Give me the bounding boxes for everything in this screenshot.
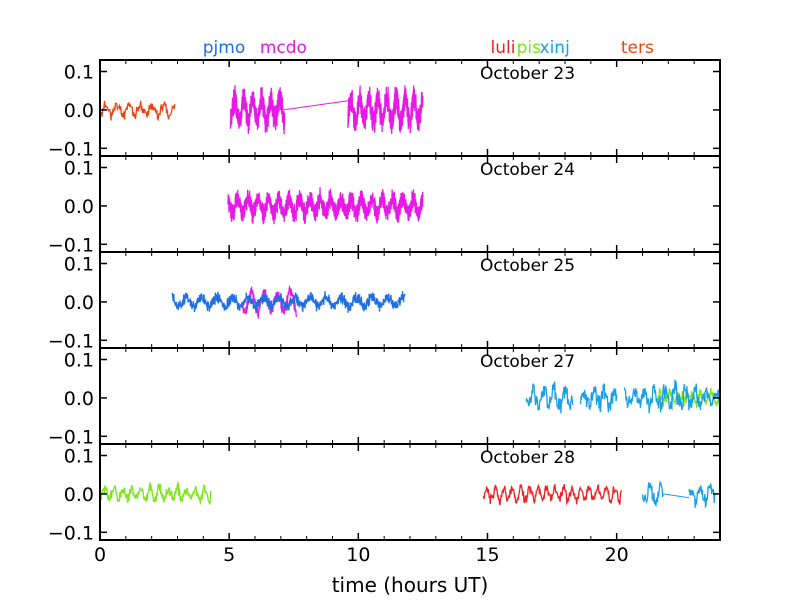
panel-date-label: October 27	[480, 352, 575, 372]
y-tick-label: 0.1	[64, 158, 94, 180]
panel-2: 0.1 0.0 −0.1 October 24	[48, 155, 721, 256]
x-tick-label: 20	[605, 544, 629, 566]
y-tick-label: 0.0	[64, 196, 94, 218]
gap-connector-mcdo-panel-1	[283, 99, 351, 111]
series-mcdo-panel-1-seg-2	[347, 85, 424, 134]
y-tick-label: 0.1	[64, 62, 94, 84]
series-xinj-panel-5-seg-1	[641, 480, 664, 508]
series-pis-panel-5-seg-1	[100, 480, 212, 506]
panel-date-label: October 28	[480, 448, 575, 468]
site-label-xinj: xinj	[540, 38, 570, 58]
series-xinj-panel-5-seg-2	[688, 483, 716, 509]
y-tick-label: 0.0	[64, 388, 94, 410]
y-tick-label: 0.1	[64, 254, 94, 276]
gap-connector-xinj-panel-5	[663, 493, 690, 499]
x-axis: 0 5 10 15 20	[94, 544, 629, 566]
series-xinj-panel-4-seg-2	[579, 383, 618, 413]
site-label-luli: luli	[491, 38, 516, 58]
y-tick-label: −0.1	[48, 426, 94, 448]
y-tick-label: 0.0	[64, 292, 94, 314]
series-xinj-panel-4-seg-1	[525, 381, 574, 414]
x-tick-label: 10	[346, 544, 370, 566]
x-tick-label: 0	[94, 544, 106, 566]
chart-panels: 0.1 0.0 −0.1 October 23 0.1 0.0 −0.1 October 24…	[48, 59, 721, 544]
x-axis-label: time (hours UT)	[332, 573, 489, 597]
y-tick-label: −0.1	[48, 234, 94, 256]
site-label-pis: pis	[517, 38, 542, 58]
panel-4: 0.1 0.0 −0.1 October 27	[48, 347, 721, 448]
site-label-pjmo: pjmo	[203, 38, 245, 58]
panel-frame	[99, 347, 721, 445]
x-tick-label: 15	[475, 544, 499, 566]
site-label-mcdo: mcdo	[260, 38, 307, 58]
panel-date-label: October 23	[480, 64, 575, 84]
y-tick-label: −0.1	[48, 138, 94, 160]
panel-frame	[99, 251, 721, 349]
panel-5: 0.1 0.0 −0.1 October 28	[48, 443, 721, 544]
y-tick-label: −0.1	[48, 330, 94, 352]
x-tick-label: 5	[223, 544, 235, 566]
series-ters-panel-1-seg-1	[100, 100, 176, 122]
panel-date-label: October 25	[480, 256, 575, 276]
panel-date-label: October 24	[480, 160, 575, 180]
y-tick-label: 0.0	[64, 100, 94, 122]
y-tick-label: −0.1	[48, 522, 94, 544]
site-label-ters: ters	[621, 38, 654, 58]
y-tick-label: 0.1	[64, 350, 94, 372]
series-mcdo-panel-2-seg-1	[227, 187, 424, 225]
panel-1: 0.1 0.0 −0.1 October 23	[48, 59, 721, 160]
panel-frame	[99, 59, 721, 157]
y-tick-label: 0.1	[64, 446, 94, 468]
series-mcdo-panel-1-seg-1	[229, 85, 286, 135]
y-tick-label: 0.0	[64, 484, 94, 506]
series-pjmo-panel-3-seg-1	[171, 291, 406, 313]
series-xinj-panel-4-seg-3	[623, 379, 721, 414]
panel-3: 0.1 0.0 −0.1 October 25	[48, 251, 721, 352]
series-luli-panel-5-seg-1	[482, 483, 623, 506]
